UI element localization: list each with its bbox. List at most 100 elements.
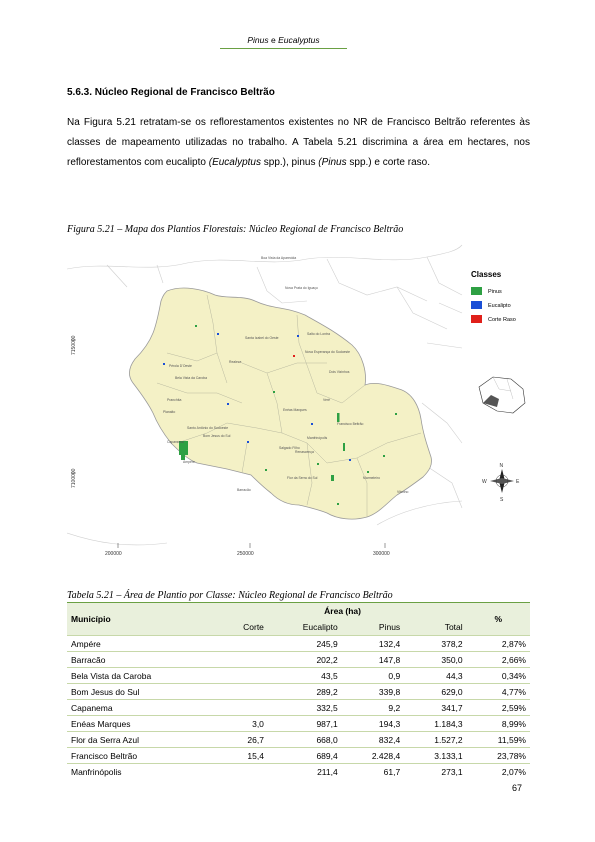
table-row: Bom Jesus do Sul 289,2 339,8 629,0 4,77% bbox=[67, 683, 530, 700]
x-tick-300000: 300000 bbox=[373, 551, 390, 557]
header-pinus: Pinus bbox=[341, 619, 405, 636]
table-row: Barracão 202,2 147,8 350,0 2,66% bbox=[67, 651, 530, 668]
cell-corte: 26,7 bbox=[218, 731, 268, 748]
place-label: Francisco Beltrão bbox=[337, 422, 363, 426]
table-caption: Tabela 5.21 – Área de Plantio por Classe… bbox=[67, 590, 393, 601]
place-label: Flor da Serra do Sul bbox=[287, 476, 318, 480]
outer-boundaries bbox=[66, 244, 463, 546]
header-title-conj: e bbox=[268, 35, 279, 45]
cell-municipio: Barracão bbox=[67, 651, 219, 668]
cell-pct: 2,07% bbox=[466, 763, 530, 779]
cell-municipio: Bela Vista da Caroba bbox=[67, 667, 219, 684]
place-labels: Ampére Barracão Capanema Realeza Francis… bbox=[163, 256, 409, 494]
paragraph-text-3: e corte raso. bbox=[371, 157, 430, 168]
compass-rose-icon: N S E W bbox=[482, 463, 520, 503]
place-label: Nova Esperança do Sudoeste bbox=[305, 350, 350, 354]
section-heading: 5.6.3. Núcleo Regional de Francisco Belt… bbox=[67, 87, 275, 98]
table-row: Capanema 332,5 9,2 341,7 2,59% bbox=[67, 699, 530, 716]
cell-pct: 23,78% bbox=[466, 747, 530, 764]
header-title-eucalyptus: Eucalyptus bbox=[278, 35, 320, 45]
cell-pct: 4,77% bbox=[466, 683, 530, 700]
cell-municipio: Manfrinópolis bbox=[67, 763, 219, 779]
compass-n: N bbox=[500, 463, 504, 469]
cell-eucalipto: 289,2 bbox=[267, 683, 342, 700]
cell-eucalipto: 43,5 bbox=[267, 667, 342, 684]
cell-pinus: 832,4 bbox=[341, 731, 405, 748]
place-label: Dois Vizinhos bbox=[329, 370, 350, 374]
place-label: Pérola D'Oeste bbox=[169, 364, 192, 368]
y-tick-7150000: 7150000 bbox=[71, 335, 77, 355]
cell-total: 629,0 bbox=[404, 683, 467, 700]
cell-pinus: 61,7 bbox=[341, 763, 405, 779]
cell-eucalipto: 987,1 bbox=[267, 715, 342, 732]
header-area: Área (ha) bbox=[218, 602, 467, 619]
legend-label-eucalipto: Eucalipto bbox=[488, 303, 511, 309]
header-municipio: Município bbox=[67, 602, 219, 636]
place-label: Ampére bbox=[183, 460, 195, 464]
x-tick-250000: 250000 bbox=[237, 551, 254, 557]
cell-eucalipto: 211,4 bbox=[267, 763, 342, 779]
cell-corte: 15,4 bbox=[218, 747, 268, 764]
place-label: Planalto bbox=[163, 410, 175, 414]
cell-municipio: Bom Jesus do Sul bbox=[67, 683, 219, 700]
cell-total: 44,3 bbox=[404, 667, 467, 684]
table-row: Francisco Beltrão 15,4 689,4 2.428,4 3.133,1… bbox=[67, 747, 530, 764]
header-rule bbox=[220, 48, 347, 49]
cell-pinus: 0,9 bbox=[341, 667, 405, 684]
cell-eucalipto: 202,2 bbox=[267, 651, 342, 668]
forest-patches bbox=[163, 325, 397, 505]
cell-pct: 11,59% bbox=[466, 731, 530, 748]
cell-corte bbox=[218, 699, 268, 716]
pinus-sci-name: (Pinus bbox=[318, 157, 347, 168]
eucalyptus-spp: spp.) bbox=[260, 157, 286, 168]
paragraph-text-1: Na Figura 5.21 retratam-se os refloresta… bbox=[67, 117, 530, 168]
table-row: Ampére 245,9 132,4 378,2 2,87% bbox=[67, 635, 530, 652]
map-legend: Classes Pinus Eucalipto Corte Raso bbox=[463, 265, 525, 343]
cell-corte bbox=[218, 651, 268, 668]
cell-total: 341,7 bbox=[404, 699, 467, 716]
legend-title: Classes bbox=[471, 270, 502, 279]
cell-eucalipto: 332,5 bbox=[267, 699, 342, 716]
legend-swatch-corte-raso bbox=[471, 315, 482, 323]
area-table: Município Área (ha) % Corte Eucalipto Pi… bbox=[67, 602, 530, 779]
place-label: Renascença bbox=[295, 450, 314, 454]
cell-municipio: Flor da Serra Azul bbox=[67, 731, 219, 748]
cell-pinus: 9,2 bbox=[341, 699, 405, 716]
cell-municipio: Ampére bbox=[67, 635, 219, 652]
map-svg: 200000 250000 300000 7150000 7100000 Amp… bbox=[66, 243, 527, 561]
cell-municipio: Capanema bbox=[67, 699, 219, 716]
municipality-boundaries bbox=[156, 294, 422, 517]
place-label: Capanema bbox=[167, 440, 184, 444]
place-label: Salgado Filho bbox=[279, 446, 300, 450]
cell-pct: 0,34% bbox=[466, 667, 530, 684]
map-figure: 200000 250000 300000 7150000 7100000 Amp… bbox=[66, 243, 527, 561]
header-total: Total bbox=[404, 619, 467, 636]
y-tick-7100000: 7100000 bbox=[71, 468, 77, 488]
header-eucalipto: Eucalipto bbox=[267, 619, 342, 636]
legend-label-corte-raso: Corte Raso bbox=[488, 317, 516, 323]
legend-label-pinus: Pinus bbox=[488, 289, 502, 295]
cell-total: 1.184,3 bbox=[404, 715, 467, 732]
running-header: Pinus e Eucalyptus bbox=[220, 35, 347, 45]
table-row: Flor da Serra Azul 26,7 668,0 832,4 1.527,2 1… bbox=[67, 731, 530, 748]
cell-municipio: Enéas Marques bbox=[67, 715, 219, 732]
legend-swatch-pinus bbox=[471, 287, 482, 295]
table-row: Bela Vista da Caroba 43,5 0,9 44,3 0,34% bbox=[67, 667, 530, 684]
cell-corte: 3,0 bbox=[218, 715, 268, 732]
header-corte: Corte bbox=[218, 619, 268, 636]
page-number: 67 bbox=[512, 783, 523, 793]
eucalyptus-sci-name: (Eucalyptus bbox=[208, 157, 261, 168]
cell-eucalipto: 245,9 bbox=[267, 635, 342, 652]
inset-locator-map bbox=[478, 376, 526, 414]
header-pct: % bbox=[466, 602, 530, 636]
cell-total: 273,1 bbox=[404, 763, 467, 779]
place-label: Bela Vista da Caroba bbox=[175, 376, 207, 380]
cell-total: 3.133,1 bbox=[404, 747, 467, 764]
place-label: Marmeleiro bbox=[363, 476, 380, 480]
compass-e: E bbox=[516, 479, 520, 485]
cell-corte bbox=[218, 635, 268, 652]
place-label: Enéas Marques bbox=[283, 408, 307, 412]
table-body: Ampére 245,9 132,4 378,2 2,87% Barracão 202,2… bbox=[67, 635, 530, 779]
cell-pinus: 132,4 bbox=[341, 635, 405, 652]
cell-corte bbox=[218, 763, 268, 779]
